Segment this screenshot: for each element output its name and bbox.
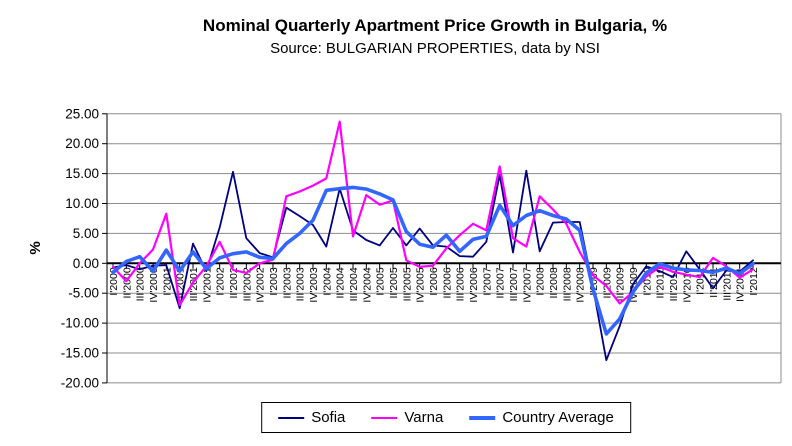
x-tick-label: III'2001: [188, 267, 200, 301]
x-tick-label: II'2007: [495, 267, 507, 298]
x-tick-label: III'2007: [508, 267, 520, 301]
legend-line-sample: [469, 415, 496, 420]
y-tick-label: -10.00: [61, 316, 99, 331]
legend-item-varna: Varna: [371, 409, 443, 426]
x-tick-label: IV'2003: [308, 267, 320, 302]
x-tick-label: I'2012: [748, 267, 760, 295]
x-tick-label: III'2008: [561, 267, 573, 301]
x-tick-label: II'2010: [655, 267, 667, 298]
x-tick-label: IV'2010: [681, 267, 693, 302]
x-tick-label: IV'2000: [148, 267, 160, 302]
x-tick-label: III'2003: [295, 267, 307, 301]
x-tick-label: I'2003: [268, 267, 280, 295]
x-tick-label: I'2007: [481, 267, 493, 295]
x-tick-label: II'2003: [281, 267, 293, 298]
y-tick-label: -5.00: [68, 286, 99, 301]
x-tick-label: III'2011: [721, 267, 733, 300]
x-tick-label: I'2008: [535, 267, 547, 295]
legend-label: Varna: [404, 409, 444, 426]
y-tick-label: 15.00: [65, 166, 99, 181]
x-tick-label: IV'2008: [575, 267, 587, 302]
x-tick-label: III'2000: [135, 267, 147, 301]
x-tick-label: IV'2004: [361, 267, 373, 302]
x-tick-label: I'2006: [428, 267, 440, 295]
x-tick-label: II'2002: [228, 267, 240, 298]
x-tick-label: II'2006: [441, 267, 453, 298]
x-tick-label: III'2006: [455, 267, 467, 301]
chart-legend: Sofia Varna Country Average: [261, 402, 631, 433]
x-tick-label: II'2005: [388, 267, 400, 298]
x-tick-label: I'2001: [161, 267, 173, 295]
x-tick-label: IV'2005: [415, 267, 427, 302]
y-tick-label: -15.00: [61, 346, 99, 361]
x-tick-label: I'2002: [215, 267, 227, 295]
y-tick-label: 0.00: [73, 256, 99, 271]
legend-line-sample: [278, 416, 305, 419]
x-tick-label: IV'2007: [521, 267, 533, 302]
x-tick-label: II'2004: [335, 267, 347, 298]
x-tick-label: I'2000: [108, 267, 120, 295]
y-axis-title: %: [27, 241, 44, 254]
x-tick-label: III'2005: [401, 267, 413, 301]
y-tick-label: 10.00: [65, 196, 99, 211]
y-tick-label: 25.00: [65, 106, 99, 121]
x-tick-label: IV'2001: [201, 267, 213, 302]
x-tick-label: II'2008: [548, 267, 560, 298]
x-tick-label: IV'2006: [468, 267, 480, 302]
x-tick-label: II'2011: [708, 267, 720, 298]
chart-title: Nominal Quarterly Apartment Price Growth…: [202, 16, 668, 35]
legend-item-sofia: Sofia: [278, 409, 345, 426]
x-tick-labels: I'2000 II'2000 III'2000 IV'2000 I'2001 II'200…: [108, 267, 760, 302]
x-tick-label: I'2005: [375, 267, 387, 295]
x-tick-label: III'2004: [348, 267, 360, 301]
x-tick-label: III'2002: [241, 267, 253, 301]
series-line-country-average: [111, 185, 755, 336]
x-tick-label: IV'2002: [255, 267, 267, 302]
legend-label: Country Average: [502, 409, 614, 426]
y-tick-label: 5.00: [73, 226, 99, 241]
series-line-varna: [111, 120, 755, 307]
chart-subtitle: Source: BULGARIAN PROPERTIES, data by NS…: [270, 40, 600, 57]
y-tick-label: 20.00: [65, 136, 99, 151]
legend-label: Sofia: [311, 409, 346, 426]
legend-line-sample: [371, 416, 398, 419]
x-tick-label: II'2000: [121, 267, 133, 298]
legend-item-country-average: Country Average: [469, 409, 614, 426]
x-tick-label: III'2009: [615, 267, 627, 301]
y-tick-label: -20.00: [61, 375, 99, 390]
x-tick-label: I'2004: [321, 267, 333, 295]
